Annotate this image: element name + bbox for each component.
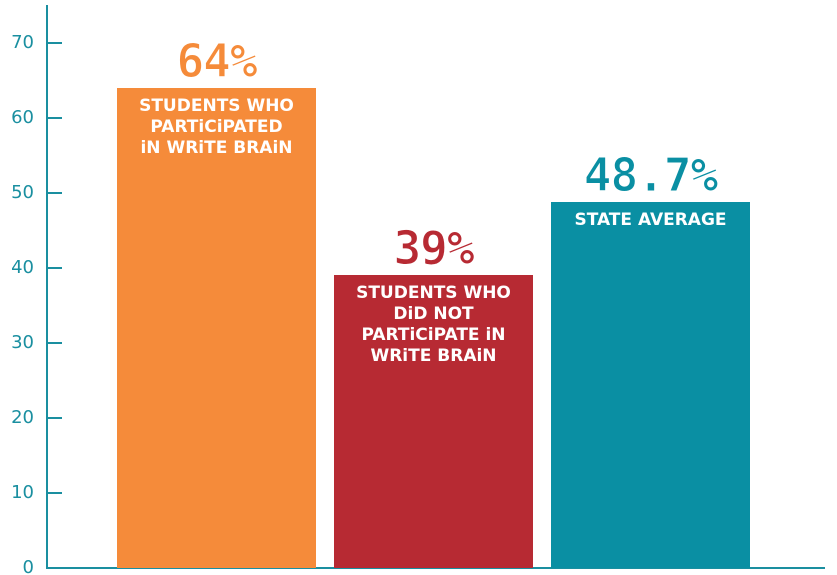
value-label: 64% (176, 33, 258, 88)
x-axis (46, 567, 825, 569)
tick-mark (47, 266, 62, 269)
y-tick-label: 60 (11, 106, 34, 128)
y-tick-label: 0 (22, 557, 34, 575)
y-tick-label: 50 (11, 181, 34, 203)
tick-mark (47, 116, 62, 119)
bar (551, 202, 750, 568)
value-label: 48.7% (583, 148, 718, 203)
tick-mark (47, 491, 62, 494)
bar (117, 87, 316, 568)
category-label: STUDENTS WHO PARTiCiPATED iN WRiTE BRAiN (139, 95, 294, 158)
category-label: STATE AVERAGE (574, 210, 727, 231)
category-label: STUDENTS WHO DiD NOT PARTiCiPATE iN WRiT… (356, 283, 511, 367)
tick-mark (47, 41, 62, 44)
tick-mark (47, 416, 62, 419)
tick-mark (47, 567, 62, 569)
y-tick-label: 10 (11, 481, 34, 503)
y-tick-label: 70 (11, 31, 34, 53)
tick-mark (47, 191, 62, 194)
y-axis (46, 5, 48, 569)
tick-mark (47, 341, 62, 344)
y-tick-label: 30 (11, 331, 34, 353)
y-tick-label: 40 (11, 256, 34, 278)
bar (334, 275, 533, 568)
value-label: 39% (393, 221, 475, 276)
y-tick-label: 20 (11, 406, 34, 428)
